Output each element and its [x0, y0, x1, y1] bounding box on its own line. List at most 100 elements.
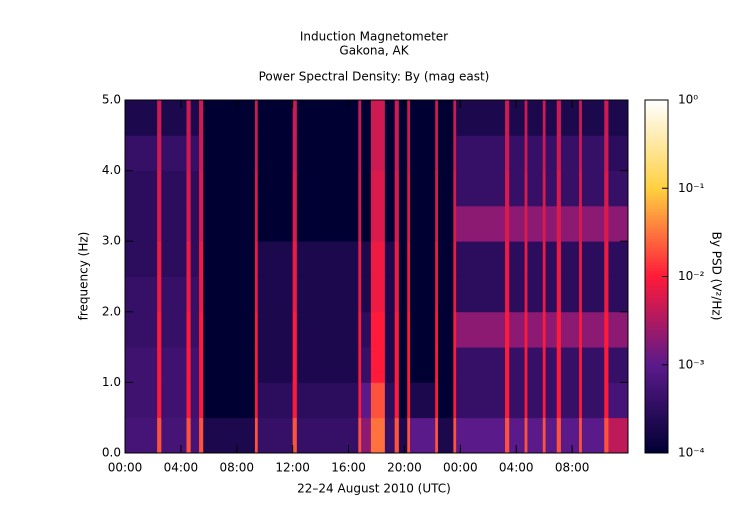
spectrogram-cell: [186, 382, 192, 419]
colorbar-segment: [645, 361, 668, 366]
spectrogram-cell: [604, 241, 609, 277]
spectrogram-cell: [604, 135, 609, 171]
y-tick-label: 5.0: [102, 93, 121, 107]
spectrogram-cell: [254, 135, 259, 171]
colorbar-segment: [645, 305, 668, 310]
spectrogram-cell: [453, 100, 457, 136]
spectrogram-cell: [509, 347, 526, 383]
colorbar-segment: [645, 167, 668, 172]
spectrogram-cell: [542, 417, 546, 454]
colorbar-segment: [645, 191, 668, 195]
colorbar-segment: [645, 447, 668, 451]
spectrogram-cell: [456, 135, 506, 171]
spectrogram-cell: [361, 382, 372, 419]
colorbar-segment: [645, 179, 668, 183]
spectrogram-cell: [358, 241, 362, 277]
colorbar-tick-label: 10⁻³: [678, 357, 705, 371]
colorbar-segment: [645, 344, 668, 348]
spectrogram-cell: [437, 311, 454, 348]
colorbar-segment: [645, 379, 668, 383]
colorbar-tick-label: 10⁻²: [678, 269, 705, 283]
spectrogram-cell: [608, 135, 629, 171]
spectrogram-cell: [199, 170, 204, 207]
spectrogram-cell: [161, 417, 187, 454]
spectrogram-cell: [161, 100, 187, 136]
y-tick-label: 0.0: [102, 446, 121, 460]
spectrogram-cell: [437, 205, 454, 242]
colorbar-segment: [645, 308, 668, 313]
spectrogram-cell: [407, 241, 411, 277]
spectrogram-cell: [384, 311, 396, 348]
spectrogram-cell: [361, 241, 372, 277]
spectrogram-cell: [394, 417, 400, 454]
spectrogram-cell: [453, 311, 457, 348]
spectrogram-cell: [608, 205, 629, 242]
colorbar-segment: [645, 429, 668, 433]
spectrogram-cell: [509, 382, 526, 419]
spectrogram-cell: [410, 241, 436, 277]
spectrogram-cell: [254, 347, 259, 383]
colorbar-segment: [645, 317, 668, 322]
spectrogram-cell: [509, 311, 526, 348]
spectrogram-cell: [542, 135, 546, 171]
spectrogram-cell: [453, 276, 457, 313]
colorbar-segment: [645, 417, 668, 422]
spectrogram-cell: [292, 170, 298, 207]
spectrogram-cell: [186, 241, 192, 277]
spectrogram-cell: [437, 241, 454, 277]
spectrogram-cell: [125, 311, 158, 348]
spectrogram-cell: [545, 382, 558, 419]
spectrogram-cell: [254, 170, 259, 207]
spectrogram-cell: [358, 311, 362, 348]
colorbar-segment: [645, 102, 668, 107]
spectrogram-cell: [524, 135, 528, 171]
spectrogram-cell: [505, 135, 510, 171]
colorbar-segment: [645, 147, 668, 151]
y-axis-label: frequency (Hz): [77, 232, 91, 321]
colorbar-segment: [645, 352, 668, 357]
spectrogram-cell: [370, 241, 386, 277]
colorbar-segment: [645, 105, 668, 110]
colorbar-segment: [645, 332, 668, 336]
spectrogram-cell: [560, 311, 580, 348]
spectrogram-cell: [186, 205, 192, 242]
colorbar-segment: [645, 391, 668, 395]
spectrogram-cell: [524, 100, 528, 136]
spectrogram-cell: [203, 241, 256, 277]
spectrogram-cell: [435, 205, 439, 242]
colorbar-segment: [645, 144, 668, 148]
spectrogram-cell: [608, 382, 629, 419]
spectrogram-cell: [456, 347, 506, 383]
spectrogram-cell: [581, 382, 605, 419]
spectrogram-cell: [254, 382, 259, 419]
spectrogram-cell: [292, 276, 298, 313]
spectrogram-cell: [437, 276, 454, 313]
spectrogram-cell: [453, 205, 457, 242]
colorbar-segment: [645, 164, 668, 169]
spectrogram-cell: [296, 276, 359, 313]
spectrogram-cell: [199, 276, 204, 313]
spectrogram-cell: [186, 276, 192, 313]
colorbar-segment: [645, 441, 668, 445]
colorbar-segment: [645, 200, 668, 204]
spectrogram-cell: [608, 170, 629, 207]
spectrogram-cell: [545, 241, 558, 277]
spectrogram-cell: [190, 347, 200, 383]
colorbar-segment: [645, 185, 668, 189]
spectrogram-cell: [407, 170, 411, 207]
spectrogram-cell: [505, 347, 510, 383]
spectrogram-cell: [579, 170, 583, 207]
y-tick-label: 1.0: [102, 375, 121, 389]
colorbar-segment: [645, 132, 668, 136]
spectrogram-cell: [361, 347, 372, 383]
spectrogram-cell: [542, 347, 546, 383]
spectrogram-cell: [394, 382, 400, 419]
colorbar-segment: [645, 255, 668, 260]
spectrogram-cell: [542, 100, 546, 136]
spectrogram-cell: [410, 205, 436, 242]
spectrogram-cell: [370, 417, 386, 454]
spectrogram-cell: [545, 135, 558, 171]
spectrogram-cell: [560, 276, 580, 313]
spectrogram-cell: [608, 276, 629, 313]
spectrogram-cell: [527, 417, 544, 454]
